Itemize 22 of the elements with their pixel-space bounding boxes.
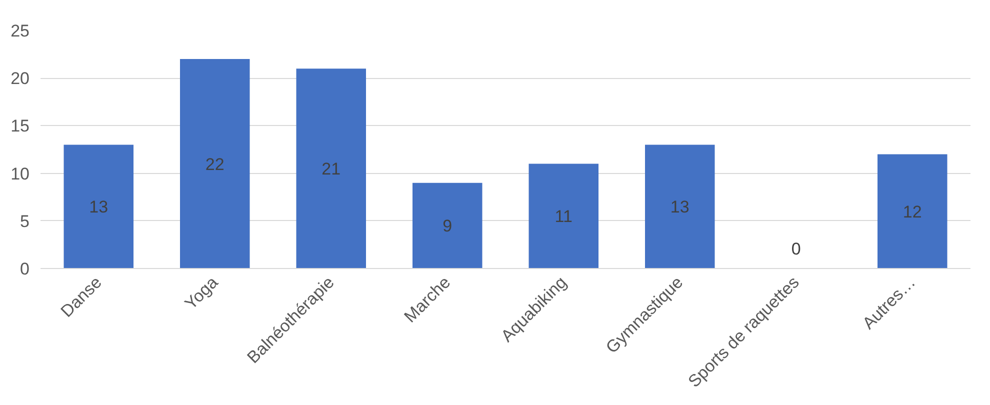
data-label: 13 xyxy=(670,198,690,217)
y-tick-label: 5 xyxy=(20,212,30,231)
data-label: 0 xyxy=(791,240,801,258)
x-tick-label: Yoga xyxy=(181,272,222,314)
y-tick-label: 10 xyxy=(10,164,30,184)
bar xyxy=(64,144,134,268)
data-label: 21 xyxy=(322,160,341,179)
data-label: 11 xyxy=(554,207,572,226)
y-tick-label: 15 xyxy=(10,116,30,136)
bar xyxy=(528,164,598,268)
y-tick-label: 0 xyxy=(20,260,30,278)
data-label: 22 xyxy=(205,154,224,174)
bar xyxy=(296,68,366,268)
data-label: 13 xyxy=(89,198,108,217)
bar xyxy=(180,59,250,268)
y-tick-label: 20 xyxy=(10,69,30,88)
bar xyxy=(412,182,482,268)
data-label: 12 xyxy=(902,202,922,222)
data-label: 9 xyxy=(442,216,452,236)
bar xyxy=(645,144,715,268)
bar xyxy=(878,154,948,268)
y-tick-label: 25 xyxy=(10,22,30,40)
